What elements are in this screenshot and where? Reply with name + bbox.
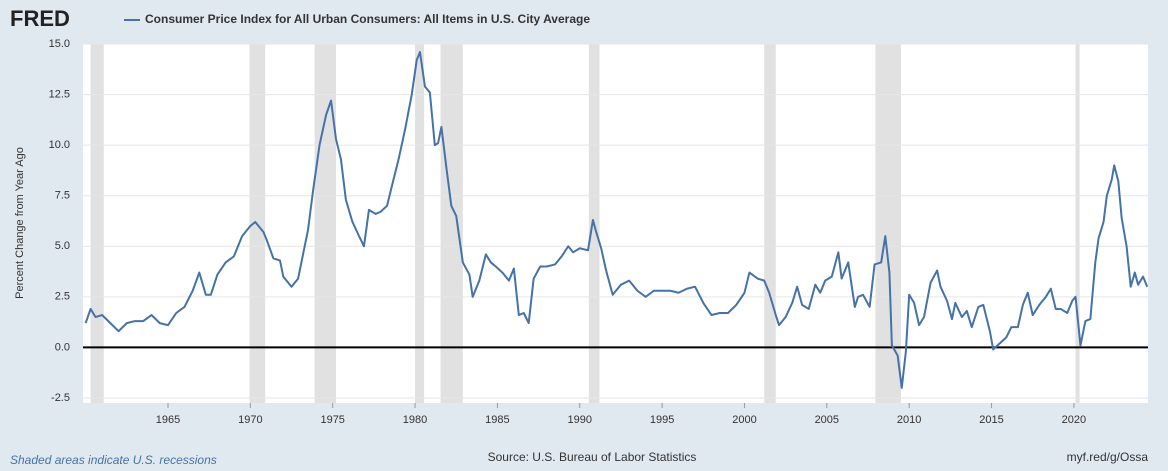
- y-tick-label: 15.0: [49, 38, 70, 50]
- data-line: [84, 51, 1149, 389]
- y-tick-label: 0.0: [55, 341, 70, 353]
- x-tick-label: 1985: [485, 414, 509, 426]
- x-tick-label: 2015: [979, 414, 1003, 426]
- x-tick-label: 1970: [238, 414, 262, 426]
- recession-band: [90, 44, 104, 403]
- x-tick-label: 2010: [897, 414, 921, 426]
- recession-band: [764, 44, 776, 403]
- recession-band: [1075, 44, 1080, 403]
- x-tick-label: 2005: [815, 414, 839, 426]
- y-tick-label: -2.5: [51, 392, 70, 404]
- recession-band: [415, 44, 425, 403]
- y-tick-label: 2.5: [55, 291, 70, 303]
- x-tick-label: 1990: [568, 414, 592, 426]
- recession-band: [875, 44, 901, 403]
- x-tick-label: 1975: [320, 414, 344, 426]
- logo: FRED: [10, 6, 70, 31]
- recession-band: [314, 44, 336, 403]
- x-tick-label: 1995: [650, 414, 674, 426]
- link[interactable]: myf.red/g/Ossa: [1067, 450, 1149, 464]
- legend-entry: Consumer Price Index for All Urban Consu…: [145, 12, 590, 26]
- source: Source: U.S. Bureau of Labor Statistics: [488, 450, 697, 464]
- y-tick-label: 7.5: [55, 190, 70, 202]
- x-tick-label: 1965: [156, 414, 180, 426]
- x-tick-label: 2000: [732, 414, 756, 426]
- y-tick-label: 10.0: [49, 139, 70, 151]
- x-tick-label: 2020: [1062, 414, 1086, 426]
- y-axis-label: Percent Change from Year Ago: [14, 147, 26, 299]
- note: Shaded areas indicate U.S. recessions: [10, 453, 217, 466]
- x-tick-label: 1980: [403, 414, 427, 426]
- y-tick-label: 5.0: [55, 240, 70, 252]
- recession-band: [440, 44, 463, 403]
- plot-area: [83, 44, 1148, 403]
- y-tick-label: 12.5: [49, 88, 70, 100]
